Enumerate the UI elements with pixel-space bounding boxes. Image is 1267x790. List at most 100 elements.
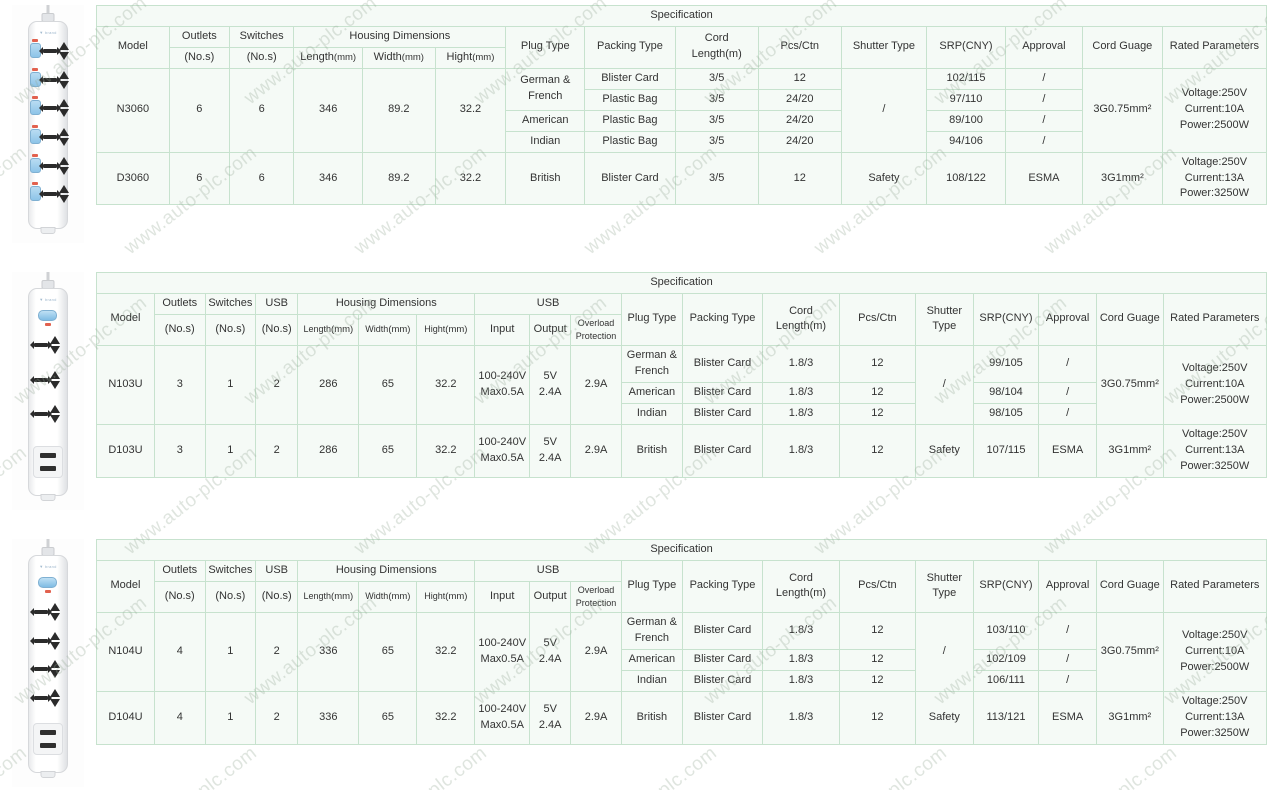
spec-table-body-3: N104U 4 1 2 336 65 32.2 100-240V Max0.5A 5V 2.4A 2.… [96, 611, 1267, 745]
cell-model: D3060 [96, 151, 170, 206]
cell-packing-type: Blister Card [681, 344, 764, 383]
col-length: Length(mm) [297, 580, 360, 613]
table-row: Plastic Bag 3/5 24/20 97/110/ [97, 88, 1267, 111]
brand-logo: ▼ brand [39, 297, 57, 302]
col-shutter-type: Shutter Type [914, 559, 974, 613]
socket-pin-top [50, 660, 60, 668]
cell-packing-type: Plastic Bag [584, 109, 676, 132]
socket-flat-pins [30, 608, 52, 616]
cell-plug-type: American [620, 648, 683, 671]
strip-tail [40, 494, 56, 501]
cell-rated-parameters: Voltage:250V Current:13A Power:3250W [1161, 151, 1267, 206]
cell-usb-output: 5V 2.4A [529, 344, 572, 425]
cell-cord-length: 1.8/3 [762, 423, 840, 478]
socket-pin-top [50, 603, 60, 611]
cell-switches: 6 [228, 151, 295, 206]
cell-shutter-type: Safety [914, 423, 974, 478]
cell-shutter-type: Safety [914, 690, 974, 745]
product-image-cell-1: ▼ brand [0, 5, 96, 243]
spec-table-body-1: N3060 6 6 346 89.2 32.2 German & French Blister … [96, 67, 1267, 206]
cell-packing-type: Blister Card [681, 669, 764, 692]
width-label: Width [365, 324, 389, 335]
col-outlets: Outlets [168, 25, 230, 48]
col-pcs-ctn: Pcs/Ctn [838, 559, 916, 613]
universal-socket [30, 336, 60, 354]
product-image-cell-2: ▼ brand [0, 272, 96, 510]
cell-length: 346 [293, 151, 363, 206]
cell-usb-output: 5V 2.4A [529, 690, 572, 745]
cell-width: 65 [358, 690, 418, 745]
cell-width: 65 [358, 423, 418, 478]
universal-socket [39, 128, 69, 146]
specification-banner: Specification [96, 5, 1267, 27]
shutter-type-line1: Shutter [926, 304, 963, 317]
col-approval: Approval [1038, 292, 1098, 346]
col-packing-type: Packing Type [584, 25, 676, 69]
width-unit: (mm) [388, 324, 411, 336]
length-unit: (mm) [333, 51, 357, 63]
cell-pcs-ctn: 24/20 [757, 109, 842, 132]
cell-packing-type: Blister Card [584, 151, 676, 206]
usb-port [40, 730, 56, 735]
table-header-row-2: (No.s) (No.s) (No.s) Length(mm) Width(mm… [97, 313, 1267, 346]
cell-packing-type: Blister Card [681, 611, 764, 650]
product-image-power-strip-3-outlet-usb: ▼ brand [12, 272, 84, 510]
cell-hight: 32.2 [416, 611, 476, 692]
cell-usb-output: 5V 2.4A [529, 423, 572, 478]
col-outlets: Outlets [153, 292, 206, 315]
strip-tail [40, 227, 56, 234]
cell-model: N104U [96, 611, 155, 692]
cell-outlets: 4 [153, 611, 206, 692]
cell-srp: 113/121 [972, 690, 1040, 745]
brand-logo: ▼ brand [39, 564, 57, 569]
table-row: N103U 3 1 2 286 65 32.2 100-240V Max0.5A 5V 2.4A 2.… [96, 344, 1267, 425]
socket-pin-top [59, 99, 69, 108]
cell-hight: 32.2 [416, 344, 476, 425]
switch-led-icon [45, 590, 51, 593]
cell-usb-output: 5V 2.4A [529, 611, 572, 692]
cell-overload: 2.9A [570, 690, 622, 745]
col-packing-type: Packing Type [681, 292, 764, 346]
spec-table-wrap-3: Specification Model Outlets Switches USB… [96, 539, 1267, 745]
cell-rated-parameters: Voltage:250V Current:13A Power:3250W [1162, 690, 1267, 745]
table-banner-row: Specification [96, 272, 1267, 294]
socket-flat-pins [30, 341, 52, 349]
product-spec-block-1: ▼ brand Specification Model Outl [0, 5, 1267, 243]
brand-logo: ▼ brand [39, 30, 57, 35]
cell-approval: / [1004, 88, 1083, 111]
cell-cord-length: 3/5 [674, 109, 759, 132]
socket-pin-top [59, 128, 69, 136]
cell-width: 65 [358, 611, 418, 692]
col-usb-group: USB [474, 559, 622, 582]
col-overload-protection: Overload Protection [570, 313, 622, 346]
cell-plug-type: British [620, 690, 683, 745]
col-cord-guage: Cord Guage [1081, 25, 1163, 69]
cell-plug-type: Indian [620, 402, 683, 425]
cell-cord-length: 3/5 [674, 151, 759, 206]
hight-unit: (mm) [445, 591, 468, 603]
switch-led-icon [32, 153, 38, 157]
col-plug-type: Plug Type [505, 25, 586, 69]
spec-table-wrap-2: Specification Model Outlets Switches USB… [96, 272, 1267, 478]
power-switch[interactable] [38, 577, 57, 588]
col-outlets-sub: (No.s) [153, 313, 206, 346]
cell-length: 336 [297, 611, 360, 692]
cell-outlets: 4 [153, 690, 206, 745]
socket-flat-pins [39, 190, 61, 199]
cell-approval: / [1038, 611, 1098, 650]
cell-srp: 102/115 [926, 67, 1006, 90]
cell-pcs-ctn: 12 [838, 381, 916, 404]
power-switch[interactable] [38, 310, 57, 321]
col-housing-dimensions: Housing Dimensions [293, 25, 507, 48]
col-housing-dimensions: Housing Dimensions [297, 559, 476, 582]
specification-banner: Specification [96, 539, 1267, 561]
cell-shutter-type: / [840, 67, 928, 153]
cell-usb-input: 100-240V Max0.5A [474, 423, 531, 478]
socket-pin-bottom [59, 80, 69, 89]
width-label: Width [365, 591, 389, 602]
cell-hight: 32.2 [416, 423, 476, 478]
cell-srp: 97/110 [926, 88, 1006, 111]
cell-packing-type: Blister Card [681, 648, 764, 671]
col-shutter-type: Shutter Type [914, 292, 974, 346]
col-packing-type: Packing Type [681, 559, 764, 613]
